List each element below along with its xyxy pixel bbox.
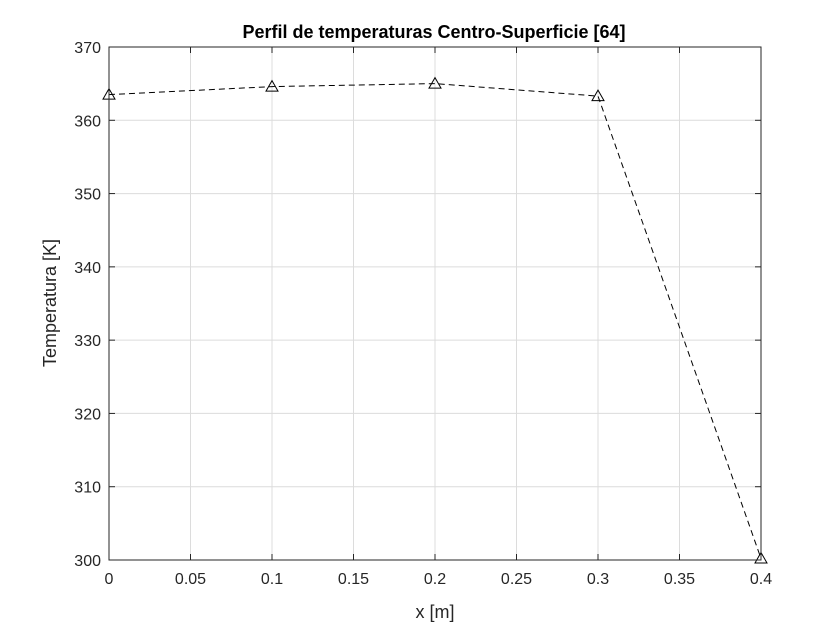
y-tick-label: 320: [74, 406, 101, 423]
y-tick-label: 360: [74, 113, 101, 130]
y-tick-label: 370: [74, 40, 101, 57]
chart-title: Perfil de temperaturas Centro-Superficie…: [242, 22, 625, 42]
x-tick-label: 0.4: [750, 571, 772, 588]
plot-area: [102, 46, 768, 564]
x-tick-label: 0: [105, 571, 114, 588]
ticks: [108, 46, 762, 561]
series-layer: [102, 76, 768, 564]
grid: [109, 47, 761, 560]
y-tick-label: 340: [74, 260, 101, 277]
x-tick-label: 0.05: [175, 571, 206, 588]
x-tick-labels: 0 0.05 0.1 0.15 0.2 0.25 0.3 0.35 0.4: [105, 571, 773, 588]
data-point-marker: [265, 79, 279, 92]
data-point-marker: [754, 551, 768, 564]
y-tick-label: 300: [74, 553, 101, 570]
y-tick-labels: 300 310 320 330 340 350 360 370: [74, 40, 101, 570]
y-tick-label: 330: [74, 333, 101, 350]
x-tick-label: 0.1: [261, 571, 283, 588]
x-tick-label: 0.15: [338, 571, 369, 588]
x-tick-label: 0.25: [501, 571, 532, 588]
x-axis-title: x [m]: [416, 602, 455, 622]
x-tick-label: 0.2: [424, 571, 446, 588]
y-axis-title: Temperatura [K]: [40, 239, 60, 367]
data-point-marker: [428, 76, 442, 89]
x-tick-label: 0.35: [664, 571, 695, 588]
series-line: [108, 83, 762, 559]
data-point-marker: [591, 89, 605, 102]
y-tick-label: 350: [74, 187, 101, 204]
y-tick-label: 310: [74, 480, 101, 497]
x-tick-label: 0.3: [587, 571, 609, 588]
